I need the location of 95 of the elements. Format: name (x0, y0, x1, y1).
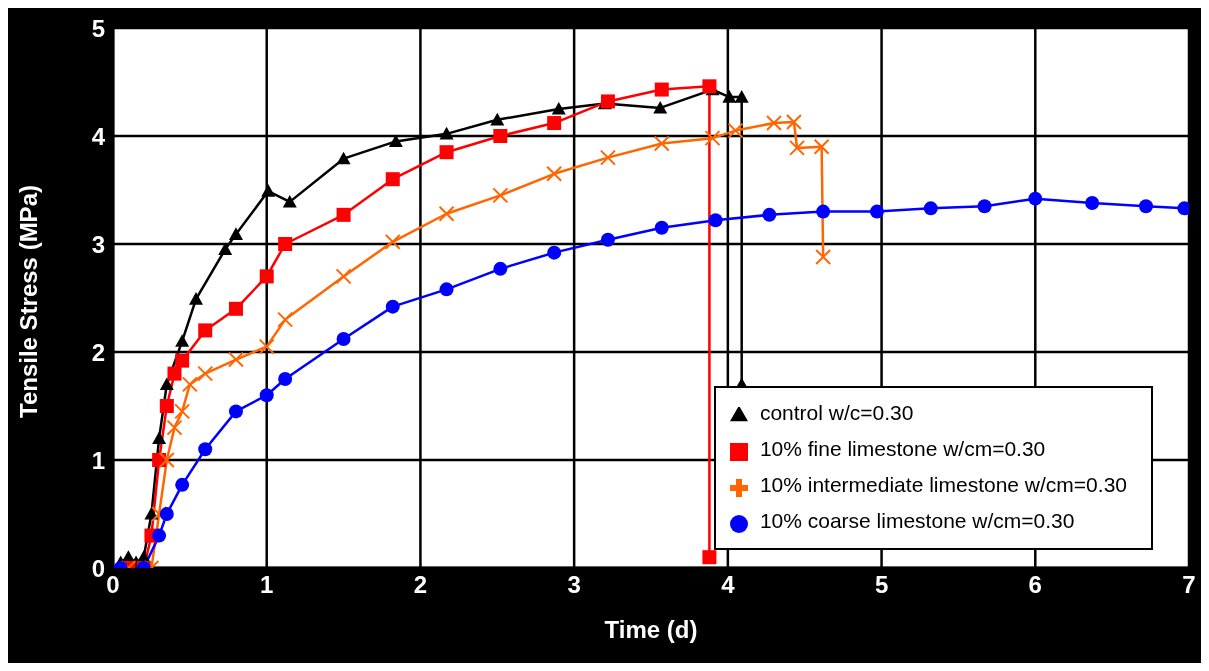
point (189, 292, 204, 305)
point (261, 184, 276, 197)
point (167, 366, 182, 381)
legend-label: 10% fine limestone w/cm=0.30 (759, 437, 1046, 460)
point (228, 301, 243, 316)
point (653, 100, 668, 114)
point (336, 151, 351, 165)
point (490, 112, 505, 126)
point (259, 269, 274, 284)
point (218, 242, 233, 255)
point (282, 194, 297, 208)
x-tick-label: 1 (260, 571, 274, 599)
point (653, 135, 670, 152)
point (762, 207, 777, 222)
x-tick-label: 4 (721, 571, 736, 599)
y-tick-label: 4 (91, 122, 106, 150)
point (159, 399, 174, 413)
point (278, 372, 293, 386)
point (336, 207, 351, 222)
y-axis-title: Tensile Stress (MPa) (14, 185, 42, 418)
point (438, 205, 455, 222)
legend-label: 10% coarse limestone w/cm=0.30 (759, 509, 1075, 532)
point (551, 102, 566, 115)
point (159, 377, 174, 390)
point (1138, 199, 1153, 214)
point (600, 232, 615, 247)
x-tick-label: 2 (413, 571, 428, 599)
y-tick-label: 0 (91, 554, 105, 582)
point (493, 261, 508, 276)
point (923, 201, 938, 216)
point (198, 442, 213, 457)
point (708, 213, 723, 228)
point (228, 404, 243, 419)
point (152, 528, 167, 543)
point (175, 334, 190, 347)
point (227, 351, 244, 368)
point (166, 419, 183, 436)
point (977, 199, 992, 214)
point (815, 248, 832, 265)
point (439, 126, 454, 140)
point (385, 299, 400, 314)
y-tick-label: 5 (91, 14, 105, 42)
legend-label: control w/c=0.30 (759, 401, 914, 424)
point (654, 220, 669, 235)
point (702, 550, 717, 565)
point (789, 139, 806, 156)
point (175, 353, 190, 368)
point (1085, 195, 1100, 210)
legend-label: 10% intermediate limestone w/cm=0.30 (759, 473, 1127, 496)
point (198, 323, 213, 338)
point (258, 338, 275, 355)
point (335, 268, 352, 285)
x-tick-label: 5 (874, 571, 889, 599)
point (546, 165, 563, 182)
point (704, 130, 721, 147)
point (197, 365, 214, 382)
point (734, 90, 749, 103)
x-tick-label: 6 (1028, 571, 1042, 599)
point (388, 134, 403, 147)
point (547, 116, 562, 131)
point (152, 431, 167, 444)
x-tick-label: 3 (567, 571, 581, 599)
point (1028, 191, 1043, 206)
point (869, 204, 884, 219)
x-axis-title: Time (d) (604, 616, 698, 643)
x-tick-label: 7 (1182, 571, 1196, 599)
point (259, 388, 274, 403)
point (727, 122, 744, 139)
point (175, 477, 190, 492)
point (439, 145, 454, 160)
point (159, 507, 174, 521)
y-tick-label: 1 (91, 446, 105, 474)
point (439, 282, 454, 297)
point (174, 403, 191, 420)
point (599, 149, 616, 166)
point (277, 311, 294, 328)
point (278, 237, 293, 251)
point (765, 115, 782, 132)
point (228, 227, 243, 240)
point (385, 172, 400, 187)
point (785, 113, 802, 130)
point (722, 90, 737, 103)
point (547, 245, 562, 260)
y-tick-label: 3 (91, 230, 105, 258)
point (384, 233, 401, 250)
point (816, 204, 831, 219)
point (151, 506, 168, 522)
point (336, 332, 351, 347)
point (813, 138, 830, 155)
point (181, 376, 198, 393)
point (654, 82, 669, 97)
point (492, 187, 509, 204)
point (158, 452, 175, 468)
y-tick-label: 2 (91, 338, 105, 366)
point (493, 129, 508, 143)
